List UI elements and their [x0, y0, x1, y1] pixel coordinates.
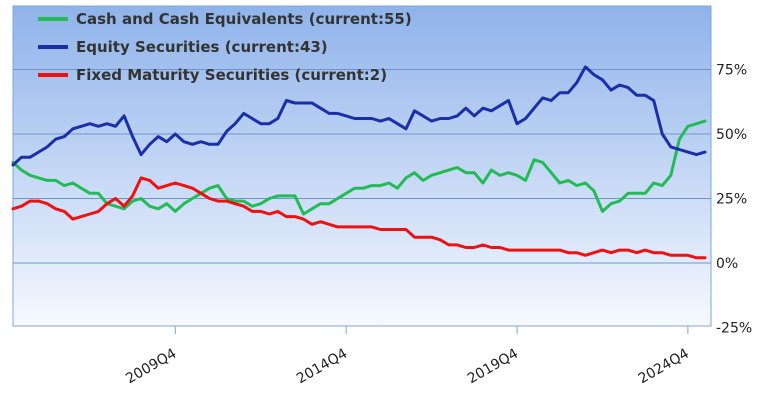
- x-tick-label: 2014Q4: [294, 346, 350, 388]
- y-tick-label: 25%: [716, 192, 747, 208]
- series-line-2: [11, 176, 707, 260]
- legend-item-1[interactable]: Equity Securities (current:43): [38, 38, 328, 56]
- legend-label: Equity Securities (current:43): [76, 38, 328, 56]
- y-tick-label: 50%: [716, 127, 747, 143]
- series-line-1: [11, 65, 707, 167]
- legend-label: Fixed Maturity Securities (current:2): [76, 66, 387, 84]
- x-tick-label: 2009Q4: [123, 346, 179, 388]
- x-axis: 2009Q4 2014Q4 2019Q4 2024Q4: [123, 326, 692, 387]
- legend-item-2[interactable]: Fixed Maturity Securities (current:2): [38, 66, 387, 84]
- legend-item-0[interactable]: Cash and Cash Equivalents (current:55): [38, 10, 412, 28]
- legend[interactable]: Cash and Cash Equivalents (current:55) Eq…: [38, 10, 412, 84]
- series-lines: [11, 65, 707, 260]
- x-tick-label: 2019Q4: [465, 346, 521, 388]
- y-tick-label: 75%: [716, 63, 747, 79]
- y-axis: 75% 50% 25% 0% -25%: [716, 63, 752, 337]
- y-tick-label: 0%: [716, 256, 738, 272]
- plot-background: [12, 5, 712, 327]
- legend-label: Cash and Cash Equivalents (current:55): [76, 10, 412, 28]
- series-line-0: [11, 119, 707, 216]
- y-tick-label: -25%: [716, 321, 752, 337]
- x-tick-label: 2024Q4: [636, 346, 692, 388]
